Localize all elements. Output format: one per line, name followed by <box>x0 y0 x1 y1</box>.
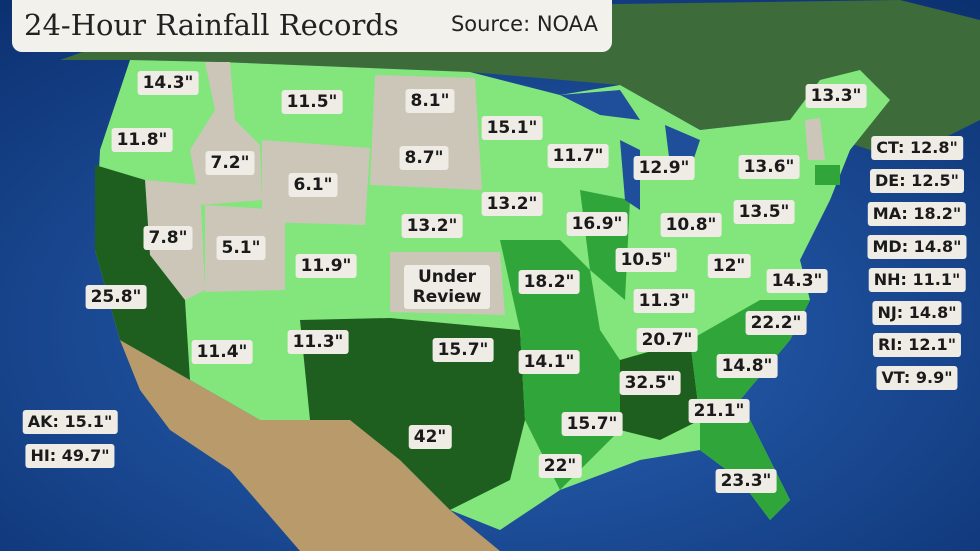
rainfall-label: NJ: 14.8" <box>872 300 962 325</box>
rainfall-label: NH: 11.1" <box>868 267 966 292</box>
rainfall-label: 21.1" <box>688 399 750 423</box>
rainfall-label: 5.1" <box>216 236 266 260</box>
rainfall-label: 10.5" <box>615 248 677 272</box>
rainfall-label: 14.3" <box>766 269 828 293</box>
rainfall-label: 23.3" <box>715 469 777 493</box>
rainfall-label: 15.1" <box>481 116 543 140</box>
rainfall-label: 8.7" <box>399 146 449 170</box>
rainfall-label: 16.9" <box>566 212 628 236</box>
rainfall-label: 12" <box>707 254 751 278</box>
rainfall-label: 12.9" <box>633 156 695 180</box>
rainfall-label: 7.8" <box>143 226 193 250</box>
rainfall-label: MD: 14.8" <box>867 234 967 259</box>
rainfall-label: 42" <box>408 425 452 449</box>
rainfall-label: 10.8" <box>660 213 722 237</box>
rainfall-label: 14.1" <box>518 350 580 374</box>
rainfall-label: 8.1" <box>405 89 455 113</box>
rainfall-label: 22.2" <box>745 311 807 335</box>
header: 24-Hour Rainfall Records Source: NOAA <box>12 0 612 52</box>
rainfall-label: 22" <box>538 454 582 478</box>
rainfall-label: 15.7" <box>432 338 494 362</box>
rainfall-label: AK: 15.1" <box>22 410 118 434</box>
rainfall-label: Under Review <box>404 265 490 309</box>
rainfall-label: 11.7" <box>547 144 609 168</box>
rainfall-label: HI: 49.7" <box>25 444 115 468</box>
rainfall-label: 14.8" <box>716 354 778 378</box>
rainfall-label: 11.3" <box>633 289 695 313</box>
rainfall-label: 11.3" <box>287 330 349 354</box>
source: Source: NOAA <box>450 12 598 36</box>
rainfall-label: 32.5" <box>619 371 681 395</box>
rainfall-label: 11.4" <box>191 340 253 364</box>
rainfall-label: 18.2" <box>518 270 580 294</box>
rainfall-label: 13.5" <box>733 200 795 224</box>
rainfall-label: VT: 9.9" <box>876 366 958 391</box>
rainfall-label: 13.6" <box>738 155 800 179</box>
rainfall-label: DE: 12.5" <box>870 168 964 193</box>
rainfall-label: 11.8" <box>111 128 173 152</box>
rainfall-label: 25.8" <box>85 285 147 309</box>
rainfall-label: 11.9" <box>295 254 357 278</box>
rainfall-label: 11.5" <box>281 90 343 114</box>
rainfall-label: 13.2" <box>481 192 543 216</box>
rainfall-label: 14.3" <box>137 71 199 95</box>
rainfall-label: 20.7" <box>636 328 698 352</box>
rainfall-label: 6.1" <box>288 173 338 197</box>
rainfall-label: 7.2" <box>205 151 255 175</box>
title: 24-Hour Rainfall Records <box>24 8 399 42</box>
rainfall-label: 13.2" <box>401 214 463 238</box>
rainfall-label: 15.7" <box>561 412 623 436</box>
rainfall-label: RI: 12.1" <box>872 333 962 358</box>
rainfall-label: 13.3" <box>805 84 867 108</box>
rainfall-label: MA: 18.2" <box>867 201 967 226</box>
rainfall-label: CT: 12.8" <box>871 136 963 160</box>
